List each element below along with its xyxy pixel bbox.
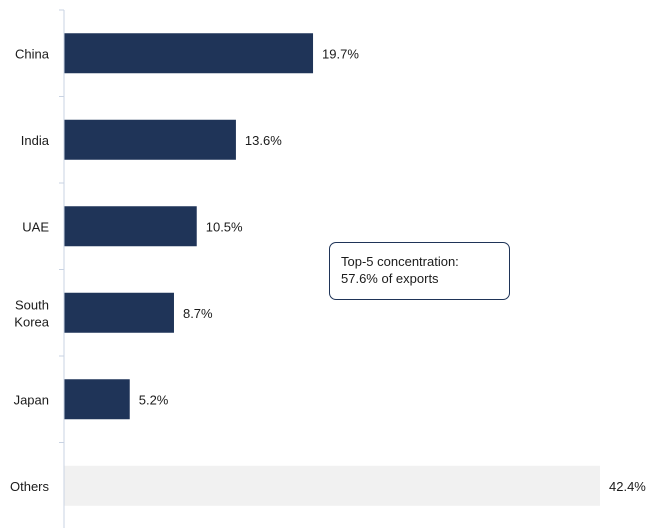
value-label: 10.5% [206,219,243,234]
category-label: Japan [14,392,49,407]
category-label: Others [10,479,50,494]
value-label: 8.7% [183,306,213,321]
annotation-line-2: 57.6% of exports [341,271,439,286]
category-axis [59,9,65,528]
concentration-annotation: Top-5 concentration: 57.6% of exports [329,242,510,300]
value-label: 42.4% [609,479,646,494]
value-label: 19.7% [322,46,359,61]
bar-uae [64,206,197,247]
bar-south-korea [64,292,174,333]
bar-japan [64,379,130,420]
value-label: 13.6% [245,133,282,148]
value-label: 5.2% [139,392,169,407]
bars [64,33,600,506]
category-label: China [15,46,50,61]
labels: 19.7% China 13.6% India 10.5% UAE 8.7% South Kor… [10,46,646,494]
bar-others [64,465,600,506]
category-label: UAE [22,219,49,234]
annotation-line-1: Top-5 concentration: [341,254,459,269]
bar-china [64,33,314,74]
category-label: India [21,133,50,148]
bar-india [64,119,236,160]
category-label: South Korea [14,297,49,329]
